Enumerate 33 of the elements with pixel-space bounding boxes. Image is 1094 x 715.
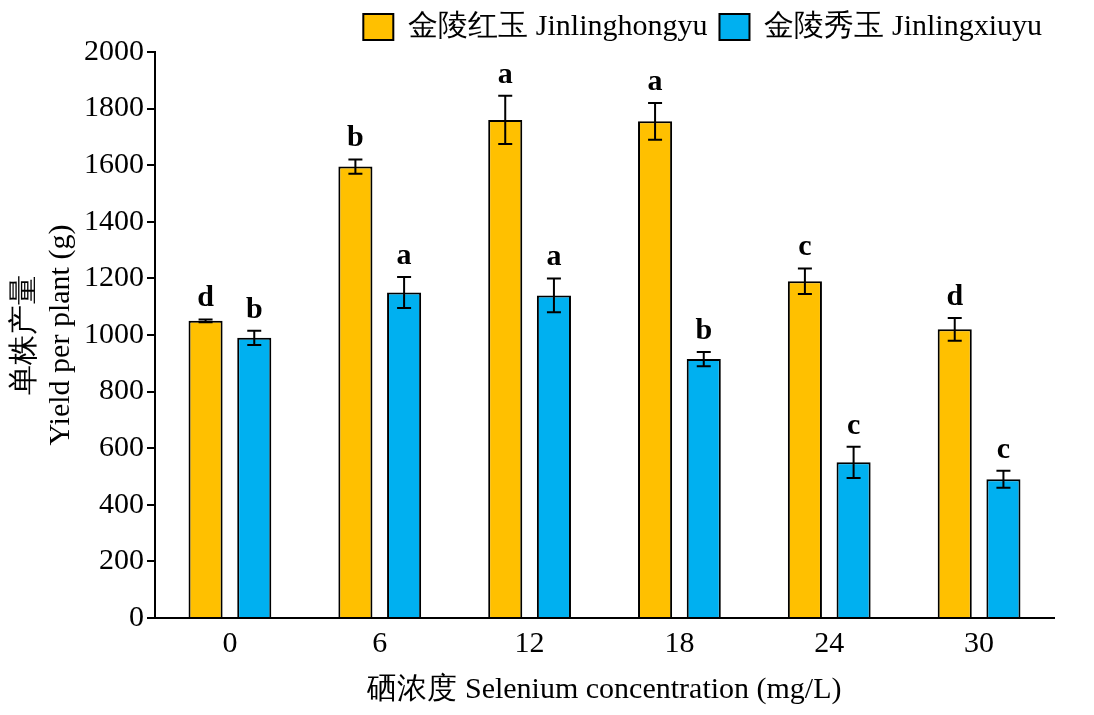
legend-label: 金陵红玉 Jinlinghongyu [408, 7, 708, 41]
y-tick-label: 2000 [84, 32, 144, 66]
annotation: d [197, 279, 215, 313]
y-tick-label: 1400 [84, 202, 144, 236]
legend-label: 金陵秀玉 Jinlingxiuyu [764, 7, 1042, 41]
y-tick-label: 400 [99, 485, 144, 519]
annotation: b [245, 290, 263, 324]
annotation: d [946, 277, 964, 311]
y-tick-label: 800 [99, 372, 144, 406]
annotation: a [396, 236, 412, 270]
x-tick-label: 18 [664, 624, 695, 658]
y-tick-label: 1800 [84, 89, 144, 123]
annotation: c [798, 228, 812, 262]
x-tick-label: 6 [372, 624, 388, 658]
y-tick-label: 1000 [84, 315, 144, 349]
y-tick-label: 600 [99, 429, 144, 463]
y-tick-label: 200 [99, 542, 144, 576]
x-tick-label: 24 [814, 624, 845, 658]
annotation: b [347, 119, 364, 153]
x-tick-label: 0 [222, 624, 238, 658]
annotation: c [846, 406, 861, 440]
x-axis-title: 硒浓度 Selenium concentration (mg/L) [366, 670, 842, 705]
y-tick-label: 0 [129, 598, 144, 632]
annotation: c [996, 430, 1011, 464]
y-tick-label: 1600 [84, 146, 144, 180]
x-tick-label: 12 [514, 624, 545, 658]
y-tick-label: 1200 [84, 259, 144, 293]
annotation: a [546, 238, 562, 272]
annotation: a [497, 55, 513, 89]
x-tick-label: 30 [964, 624, 995, 658]
annotation: b [695, 311, 713, 345]
y-axis-title: 单株产量 Yield per plant (g) [5, 224, 76, 446]
annotation: a [647, 62, 663, 96]
